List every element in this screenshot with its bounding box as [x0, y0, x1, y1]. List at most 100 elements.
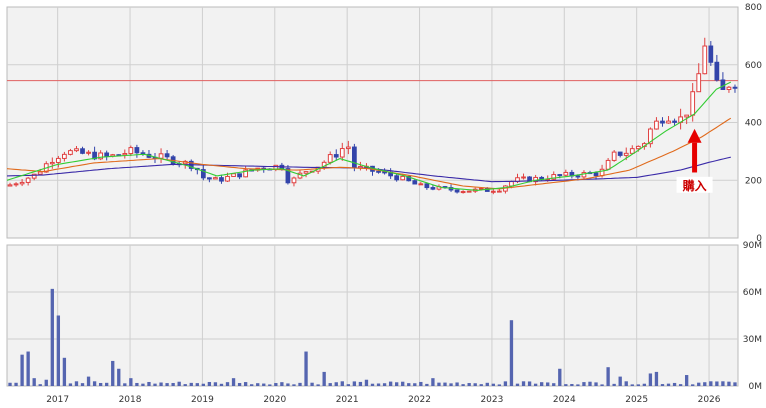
volume-bar — [727, 381, 731, 386]
volume-bar — [292, 384, 296, 386]
price-tick-label-200: 200 — [745, 176, 762, 186]
volume-bar — [594, 382, 598, 386]
volume-bar — [642, 383, 647, 386]
volume-bar — [243, 382, 248, 386]
price-tick-label-800: 800 — [745, 3, 762, 13]
volume-bar — [376, 383, 381, 386]
volume-bar — [56, 315, 61, 386]
moving-average-medium — [6, 117, 732, 190]
candle-down — [708, 45, 714, 63]
x-tick-label-2020: 2020 — [263, 395, 286, 405]
candle-up — [690, 91, 696, 116]
volume-bar — [213, 382, 218, 386]
x-tick-label-2026: 2026 — [698, 395, 721, 405]
volume-bar — [473, 383, 477, 386]
volume-bar — [666, 383, 671, 386]
candle-down — [660, 120, 665, 124]
candle-down — [285, 168, 291, 184]
candle-down — [732, 86, 738, 89]
candle-up — [521, 176, 526, 179]
volume-bar — [328, 383, 332, 386]
volume-bar — [111, 360, 115, 386]
candle-up — [86, 151, 91, 154]
volume-tick-label-90M: 90M — [743, 241, 762, 251]
candle-up — [213, 177, 218, 180]
volume-bar — [582, 382, 586, 386]
volume-bar — [370, 383, 375, 386]
x-tick-label-2022: 2022 — [408, 395, 431, 405]
x-tick-label-2023: 2023 — [480, 395, 503, 405]
volume-bar — [715, 381, 719, 386]
candle-up — [400, 175, 406, 181]
volume-bar — [630, 384, 634, 386]
candle-up — [19, 181, 25, 185]
volume-bar — [461, 384, 465, 386]
candle-up — [13, 183, 19, 186]
volume-bar — [413, 383, 417, 386]
volume-bar — [570, 384, 574, 386]
candle-up — [605, 159, 611, 170]
volume-bar — [491, 383, 495, 386]
volume-bar — [395, 382, 399, 386]
volume-bar — [539, 382, 544, 386]
volume-bar — [346, 384, 350, 386]
volume-bar — [401, 381, 405, 386]
volume-bar — [703, 382, 707, 386]
x-tick-label-2019: 2019 — [191, 395, 214, 405]
candle-up — [563, 171, 569, 176]
volume-bar — [153, 383, 157, 386]
candle-up — [243, 169, 249, 178]
candle-up — [635, 145, 641, 150]
volume-bar — [425, 383, 429, 386]
candle-down — [134, 147, 140, 154]
volume-bar — [98, 382, 103, 386]
volume-bar — [648, 373, 653, 386]
candle-up — [128, 147, 134, 155]
candle-up — [684, 114, 690, 118]
volume-bar — [697, 382, 701, 386]
volume-bar — [44, 379, 48, 386]
volume-tick-label-0M: 0M — [749, 382, 763, 392]
volume-tick-label-60M: 60M — [743, 288, 762, 298]
volume-bar — [26, 351, 30, 386]
candle-up — [490, 190, 496, 193]
volume-bar — [237, 383, 242, 386]
volume-bar — [654, 371, 659, 386]
volume-bar — [503, 381, 508, 386]
candle-up — [648, 128, 653, 145]
volume-bar — [485, 382, 489, 386]
volume-bar — [660, 384, 665, 386]
volume-bar — [455, 382, 459, 386]
volume-bar — [552, 383, 556, 386]
candle-down — [672, 120, 677, 123]
volume-bar — [636, 384, 640, 386]
volume-bar — [533, 383, 538, 386]
candle-down — [200, 169, 206, 179]
candle-up — [726, 86, 732, 90]
volume-bar — [171, 382, 175, 386]
volume-bar — [407, 383, 411, 386]
candle-down — [80, 148, 85, 154]
candle-up — [654, 120, 659, 130]
candle-up — [551, 174, 557, 180]
volume-bar — [62, 357, 67, 386]
volume-bar — [225, 382, 230, 386]
volume-bar — [304, 351, 308, 386]
volume-bar — [358, 381, 363, 386]
volume-bar — [80, 383, 85, 386]
purchase-label: 購入 — [682, 178, 707, 193]
price-tick-label-600: 600 — [745, 61, 762, 71]
candle-up — [74, 148, 79, 152]
volume-bar — [709, 381, 713, 386]
volume-bar — [618, 376, 622, 386]
volume-bar — [612, 383, 616, 386]
moving-average-short — [6, 81, 732, 191]
volume-bar — [382, 383, 387, 386]
volume-bar — [32, 378, 36, 386]
volume-bar — [509, 320, 514, 386]
volume-bar — [527, 381, 532, 386]
candle-up — [98, 152, 104, 160]
candle-up — [611, 151, 617, 161]
candle-down — [382, 171, 387, 174]
